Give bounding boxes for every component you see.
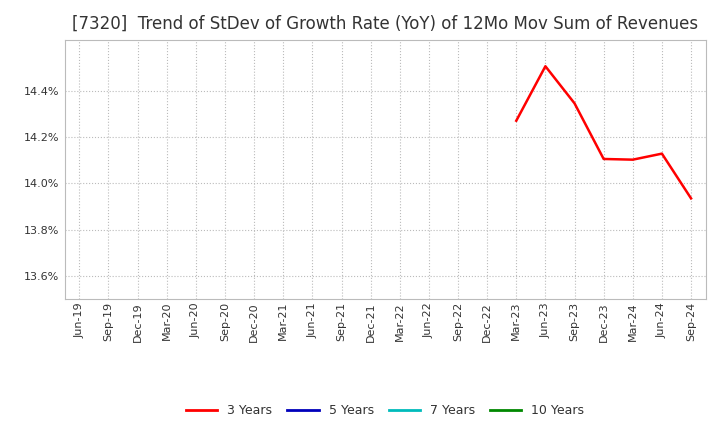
Legend: 3 Years, 5 Years, 7 Years, 10 Years: 3 Years, 5 Years, 7 Years, 10 Years: [186, 404, 585, 417]
Title: [7320]  Trend of StDev of Growth Rate (YoY) of 12Mo Mov Sum of Revenues: [7320] Trend of StDev of Growth Rate (Yo…: [72, 15, 698, 33]
